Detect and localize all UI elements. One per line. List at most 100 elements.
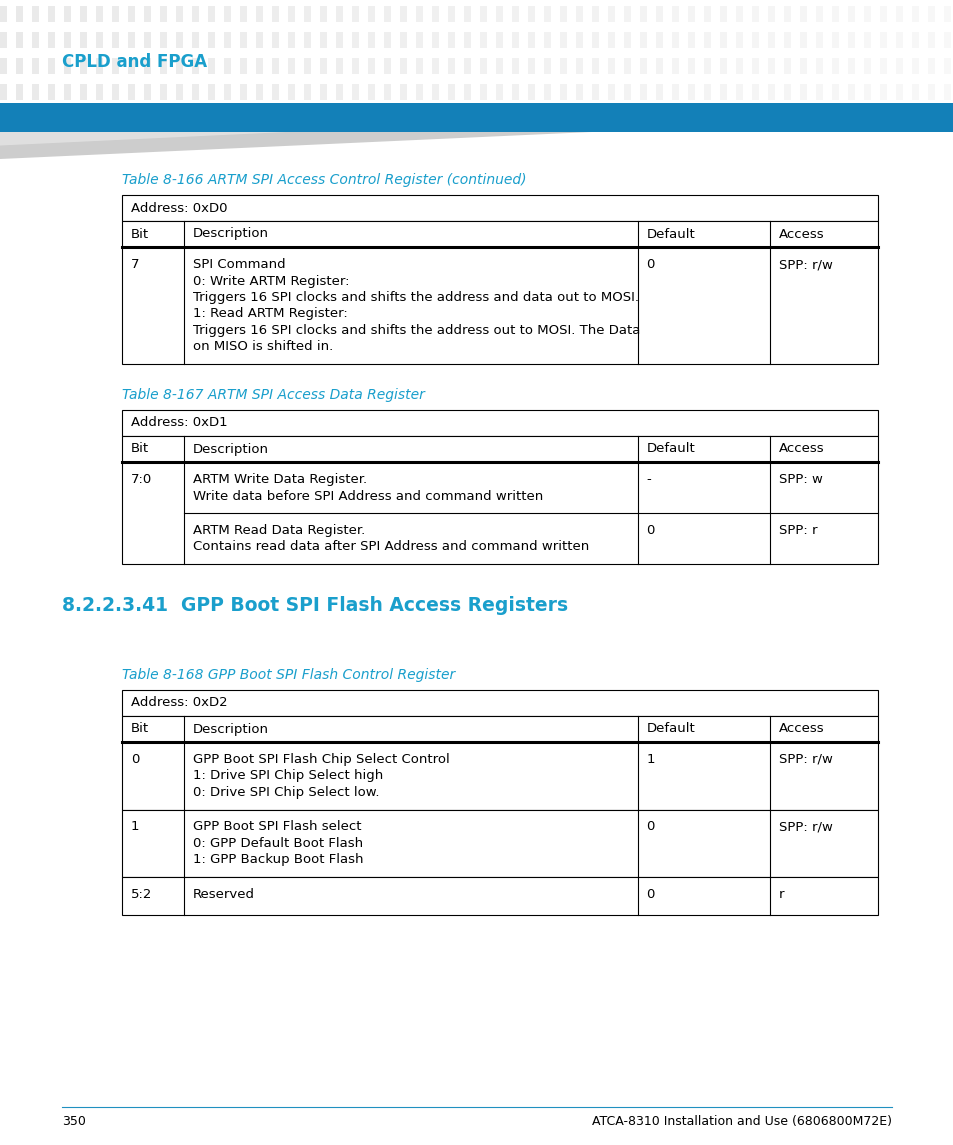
Bar — [192, 58, 199, 74]
Bar — [720, 32, 726, 48]
Bar — [272, 32, 278, 48]
Bar — [847, 6, 854, 22]
Text: Reserved: Reserved — [193, 889, 254, 901]
Bar — [0, 103, 953, 132]
Text: 8.2.2.3.41  GPP Boot SPI Flash Access Registers: 8.2.2.3.41 GPP Boot SPI Flash Access Reg… — [62, 597, 568, 615]
Bar — [559, 58, 566, 74]
Text: 0: GPP Default Boot Flash: 0: GPP Default Boot Flash — [193, 837, 363, 850]
Bar — [479, 58, 486, 74]
Bar — [352, 32, 358, 48]
Text: Access: Access — [778, 722, 823, 735]
Bar — [255, 84, 263, 100]
Bar — [623, 84, 630, 100]
Bar — [240, 84, 247, 100]
Bar — [32, 32, 39, 48]
Bar — [0, 84, 7, 100]
Bar — [463, 32, 471, 48]
Bar — [0, 6, 7, 22]
Bar — [32, 84, 39, 100]
Bar — [160, 6, 167, 22]
Bar — [895, 84, 902, 100]
Bar — [720, 6, 726, 22]
Bar — [735, 32, 742, 48]
Bar — [735, 58, 742, 74]
Text: 0: 0 — [131, 753, 139, 766]
Bar — [831, 84, 838, 100]
Bar — [368, 58, 375, 74]
Bar — [255, 32, 263, 48]
Polygon shape — [0, 132, 286, 145]
Text: ARTM Read Data Register.: ARTM Read Data Register. — [193, 524, 365, 537]
Bar — [128, 32, 135, 48]
Bar — [576, 32, 582, 48]
Bar — [671, 84, 679, 100]
Text: Triggers 16 SPI clocks and shifts the address and data out to MOSI.: Triggers 16 SPI clocks and shifts the ad… — [193, 291, 639, 305]
Text: 1: Drive SPI Chip Select high: 1: Drive SPI Chip Select high — [193, 769, 383, 782]
Bar — [463, 58, 471, 74]
Bar — [122, 410, 877, 436]
Bar — [208, 58, 214, 74]
Bar — [122, 195, 877, 221]
Text: 0: Drive SPI Chip Select low.: 0: Drive SPI Chip Select low. — [193, 785, 379, 799]
Bar — [543, 32, 551, 48]
Bar — [943, 32, 950, 48]
Bar — [783, 32, 790, 48]
Bar — [815, 6, 822, 22]
Text: Table 8-166 ARTM SPI Access Control Register (continued): Table 8-166 ARTM SPI Access Control Regi… — [122, 173, 526, 187]
Bar — [288, 32, 294, 48]
Bar — [911, 58, 918, 74]
Bar — [623, 32, 630, 48]
Bar — [559, 84, 566, 100]
Text: SPP: r/w: SPP: r/w — [778, 753, 832, 766]
Bar — [751, 32, 759, 48]
Bar — [592, 84, 598, 100]
Bar — [895, 32, 902, 48]
Bar — [496, 32, 502, 48]
Bar — [0, 58, 7, 74]
Bar — [416, 32, 422, 48]
Bar — [122, 810, 877, 877]
Text: Write data before SPI Address and command written: Write data before SPI Address and comman… — [193, 490, 542, 503]
Bar — [735, 6, 742, 22]
Text: Bit: Bit — [131, 442, 149, 456]
Bar — [800, 58, 806, 74]
Bar — [368, 84, 375, 100]
Text: GPP Boot SPI Flash Chip Select Control: GPP Boot SPI Flash Chip Select Control — [193, 753, 449, 766]
Text: Description: Description — [193, 442, 269, 456]
Bar — [720, 84, 726, 100]
Bar — [128, 84, 135, 100]
Text: SPP: r/w: SPP: r/w — [778, 258, 832, 271]
Bar — [288, 6, 294, 22]
Bar — [639, 6, 646, 22]
Bar — [911, 84, 918, 100]
Text: 7:0: 7:0 — [131, 473, 152, 485]
Bar — [96, 32, 103, 48]
Bar — [144, 58, 151, 74]
Bar — [304, 84, 311, 100]
Bar — [112, 84, 119, 100]
Text: Access: Access — [778, 442, 823, 456]
Text: 7: 7 — [131, 258, 139, 271]
Bar — [943, 84, 950, 100]
Text: GPP Boot SPI Flash select: GPP Boot SPI Flash select — [193, 821, 361, 834]
Bar — [48, 32, 55, 48]
Bar — [703, 6, 710, 22]
Bar — [112, 6, 119, 22]
Bar — [399, 84, 407, 100]
Bar — [592, 32, 598, 48]
Bar — [895, 6, 902, 22]
Bar — [783, 84, 790, 100]
Bar — [863, 6, 870, 22]
Bar — [639, 32, 646, 48]
Bar — [607, 58, 615, 74]
Bar — [448, 58, 455, 74]
Bar — [687, 58, 695, 74]
Text: 1: 1 — [646, 753, 655, 766]
Bar — [783, 58, 790, 74]
Bar — [384, 84, 391, 100]
Text: SPI Command: SPI Command — [193, 258, 285, 271]
Bar — [16, 84, 23, 100]
Bar — [432, 84, 438, 100]
Bar — [319, 32, 327, 48]
Text: 0: Write ARTM Register:: 0: Write ARTM Register: — [193, 275, 349, 287]
